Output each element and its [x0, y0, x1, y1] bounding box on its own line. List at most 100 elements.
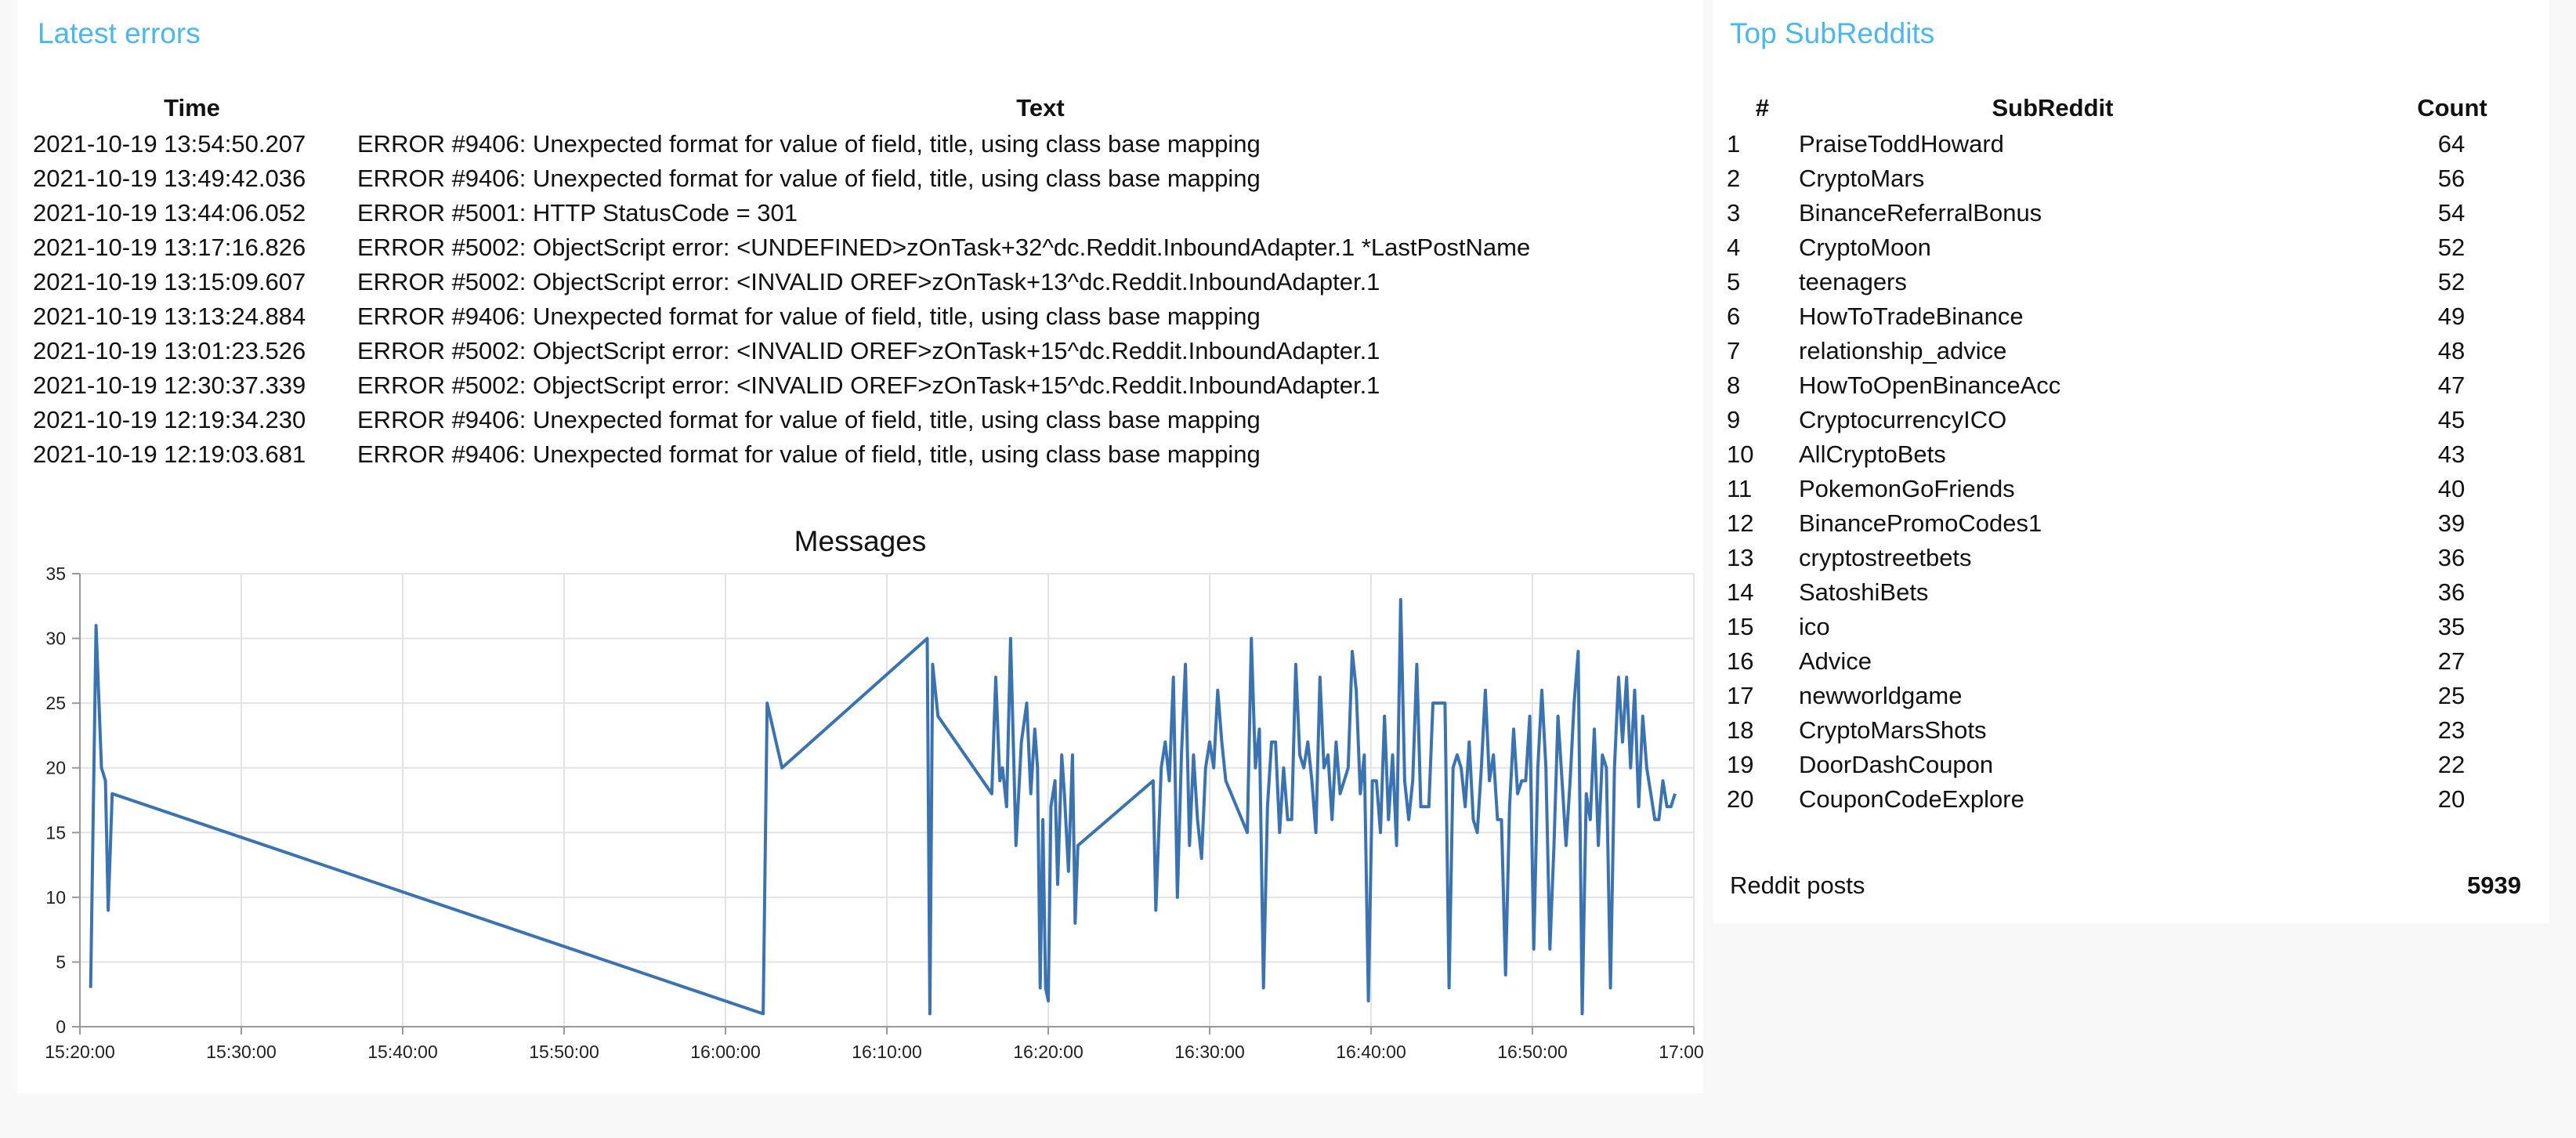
subreddit-name: BinanceReferralBonus	[1799, 199, 2042, 227]
subreddits-column-rank: #	[1755, 94, 1769, 121]
subreddit-row: 4 CryptoMoon 52	[1727, 230, 2542, 265]
subreddit-rank: 15	[1727, 613, 1754, 640]
subreddit-count: 49	[2437, 303, 2466, 330]
y-tick-label: 35	[45, 564, 66, 584]
subreddit-row: 3 BinanceReferralBonus 54	[1727, 196, 2542, 230]
reddit-posts-label: Reddit posts	[1730, 872, 1865, 899]
error-text: ERROR #5002: ObjectScript error: <INVALI…	[357, 268, 1380, 295]
subreddit-count: 40	[2437, 475, 2466, 502]
error-row: 2021-10-19 13:01:23.526 ERROR #5002: Obje…	[33, 334, 1694, 368]
subreddit-name: CryptoMoon	[1799, 234, 1931, 261]
subreddit-rank: 20	[1727, 785, 1754, 813]
error-text: ERROR #9406: Unexpected format for value…	[357, 130, 1261, 158]
error-time: 2021-10-19 13:17:16.826	[33, 234, 306, 261]
subreddit-name: CryptocurrencyICO	[1799, 406, 2007, 433]
subreddits-table-body: 1 PraiseToddHoward 64 2 CryptoMars 56 3 Binance…	[1727, 127, 2542, 817]
x-tick-label: 15:30:00	[206, 1042, 277, 1062]
x-tick-label: 15:20:00	[45, 1042, 115, 1062]
subreddit-row: 9 CryptocurrencyICO 45	[1727, 403, 2542, 437]
y-tick-label: 5	[56, 951, 66, 972]
error-time: 2021-10-19 12:19:03.681	[33, 440, 306, 468]
subreddit-name: HowToOpenBinanceAcc	[1799, 371, 2061, 399]
subreddit-name: Advice	[1799, 647, 1872, 675]
subreddit-rank: 14	[1727, 578, 1754, 606]
subreddit-rank: 2	[1727, 165, 1741, 192]
subreddit-count: 47	[2437, 371, 2466, 399]
messages-chart: 0 5 10 15 20 25 30 35 15:20:00 15:30:00 15:40:00 15…	[45, 564, 1703, 1062]
error-text: ERROR #5002: ObjectScript error: <INVALI…	[357, 371, 1380, 399]
x-tick-label: 16:00:00	[690, 1042, 761, 1062]
error-row: 2021-10-19 12:30:37.339 ERROR #5002: Obje…	[33, 368, 1694, 403]
error-row: 2021-10-19 13:15:09.607 ERROR #5002: Obje…	[33, 265, 1694, 299]
error-row: 2021-10-19 12:19:03.681 ERROR #9406: Unex…	[33, 437, 1694, 472]
subreddit-name: cryptostreetbets	[1799, 544, 1972, 571]
messages-series-line	[89, 598, 1677, 1016]
subreddit-count: 36	[2437, 578, 2466, 606]
subreddit-name: teenagers	[1799, 268, 1907, 295]
y-tick-label: 10	[45, 887, 66, 908]
subreddit-row: 10 AllCryptoBets 43	[1727, 437, 2542, 472]
y-tick-label: 0	[56, 1017, 66, 1037]
subreddit-row: 6 HowToTradeBinance 49	[1727, 299, 2542, 334]
top-subreddits-title: Top SubReddits	[1730, 17, 1935, 49]
subreddit-name: CouponCodeExplore	[1799, 785, 2024, 813]
subreddit-rank: 11	[1727, 475, 1753, 502]
top-subreddits-panel: Top SubReddits # SubReddit Count 1 Praise…	[1713, 0, 2549, 923]
subreddit-row: 13 cryptostreetbets 36	[1727, 541, 2542, 575]
subreddit-count: 23	[2437, 716, 2466, 744]
x-tick-label: 16:40:00	[1336, 1042, 1406, 1062]
x-tick-label: 17:00:00	[1659, 1042, 1703, 1062]
x-tick-label: 15:40:00	[367, 1042, 438, 1062]
subreddit-row: 17 newworldgame 25	[1727, 679, 2542, 713]
subreddit-count: 52	[2437, 268, 2466, 295]
subreddit-name: PokemonGoFriends	[1799, 475, 2015, 502]
error-time: 2021-10-19 13:49:42.036	[33, 165, 306, 192]
error-text: ERROR #9406: Unexpected format for value…	[357, 303, 1261, 330]
subreddit-count: 43	[2437, 440, 2466, 468]
subreddit-rank: 4	[1727, 234, 1741, 261]
chart-title: Messages	[794, 525, 927, 557]
reddit-posts-value: 5939	[2467, 872, 2521, 899]
subreddit-rank: 10	[1727, 440, 1754, 468]
subreddit-rank: 17	[1727, 682, 1754, 709]
subreddit-row: 16 Advice 27	[1727, 644, 2542, 679]
subreddit-count: 48	[2437, 337, 2466, 364]
error-text: ERROR #5002: ObjectScript error: <UNDEFI…	[357, 234, 1531, 261]
subreddit-row: 7 relationship_advice 48	[1727, 334, 2542, 368]
subreddit-name: AllCryptoBets	[1799, 440, 1946, 468]
error-row: 2021-10-19 12:19:34.230 ERROR #9406: Unex…	[33, 403, 1694, 437]
subreddit-count: 64	[2437, 130, 2466, 158]
error-row: 2021-10-19 13:17:16.826 ERROR #5002: Obje…	[33, 230, 1694, 265]
subreddits-column-name: SubReddit	[1992, 94, 2114, 121]
error-time: 2021-10-19 13:54:50.207	[33, 130, 306, 158]
subreddit-rank: 1	[1727, 130, 1741, 158]
x-tick-label: 16:50:00	[1497, 1042, 1568, 1062]
x-tick-label: 16:20:00	[1013, 1042, 1084, 1062]
subreddit-name: CryptoMars	[1799, 165, 1925, 192]
subreddit-name: relationship_advice	[1799, 337, 2007, 364]
subreddit-rank: 16	[1727, 647, 1754, 675]
subreddit-name: CryptoMarsShots	[1799, 716, 1987, 744]
error-row: 2021-10-19 13:54:50.207 ERROR #9406: Unex…	[33, 127, 1694, 161]
subreddit-name: DoorDashCoupon	[1799, 751, 1994, 778]
subreddit-count: 20	[2437, 785, 2466, 813]
subreddit-row: 20 CouponCodeExplore 20	[1727, 782, 2542, 817]
errors-column-time: Time	[164, 94, 220, 121]
subreddit-rank: 18	[1727, 716, 1754, 744]
error-time: 2021-10-19 13:15:09.607	[33, 268, 306, 295]
subreddit-rank: 5	[1727, 268, 1741, 295]
subreddit-count: 54	[2437, 199, 2466, 227]
latest-errors-title: Latest errors	[38, 17, 201, 49]
subreddit-rank: 3	[1727, 199, 1741, 227]
error-text: ERROR #5002: ObjectScript error: <INVALI…	[357, 337, 1380, 364]
subreddit-rank: 12	[1727, 509, 1754, 537]
subreddit-count: 52	[2437, 234, 2466, 261]
subreddit-row: 5 teenagers 52	[1727, 265, 2542, 299]
subreddit-row: 1 PraiseToddHoward 64	[1727, 127, 2542, 161]
subreddits-column-count: Count	[2417, 94, 2487, 121]
subreddit-rank: 19	[1727, 751, 1754, 778]
subreddit-count: 36	[2437, 544, 2466, 571]
y-tick-label: 15	[45, 822, 66, 843]
error-row: 2021-10-19 13:49:42.036 ERROR #9406: Unex…	[33, 161, 1694, 196]
y-tick-label: 30	[45, 629, 66, 649]
